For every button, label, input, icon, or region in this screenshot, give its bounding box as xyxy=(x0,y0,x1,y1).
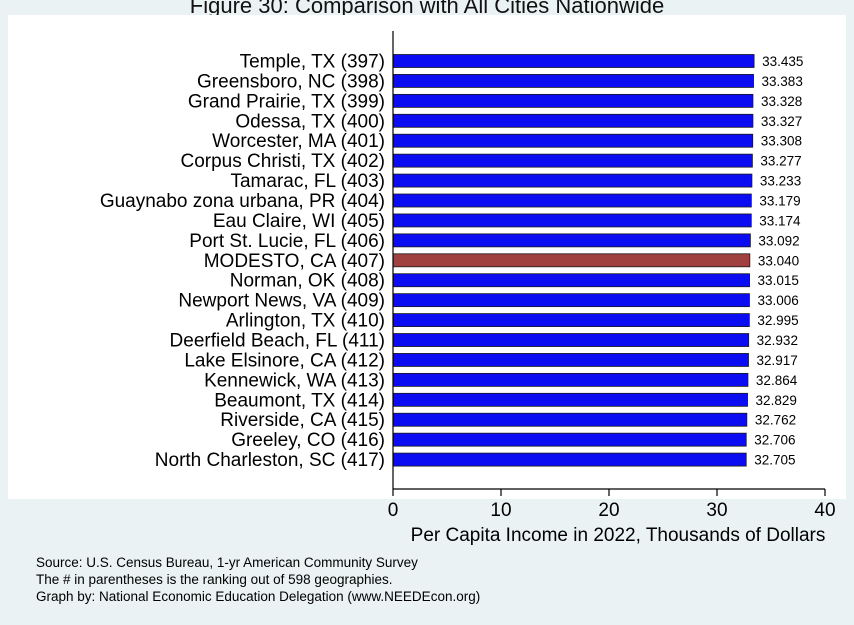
x-tick-label: 0 xyxy=(388,500,399,521)
category-label: Beaumont, TX (414) xyxy=(214,390,385,411)
x-tick-label: 10 xyxy=(490,500,511,521)
bar xyxy=(392,412,748,427)
category-label: Newport News, VA (409) xyxy=(178,291,385,312)
bar-value-label: 33.435 xyxy=(762,54,803,69)
bar-value-label: 32.864 xyxy=(756,373,798,388)
source-notes: Source: U.S. Census Bureau, 1-yr America… xyxy=(36,554,480,605)
bar xyxy=(392,153,753,168)
bar-value-label: 33.277 xyxy=(760,154,801,169)
bar xyxy=(392,333,750,347)
bar-value-label: 33.006 xyxy=(757,293,798,308)
category-label: MODESTO, CA (407) xyxy=(204,251,385,272)
bar-value-label: 33.383 xyxy=(762,74,803,89)
bar xyxy=(392,213,752,228)
bar xyxy=(392,372,749,387)
chart-title: Figure 30: Comparison with All Cities Na… xyxy=(189,0,665,18)
bar-value-label: 32.917 xyxy=(757,353,798,368)
bar xyxy=(392,113,754,128)
x-tick-label: 30 xyxy=(706,500,727,521)
bar-value-label: 32.829 xyxy=(756,393,797,408)
bar-value-label: 33.179 xyxy=(759,194,800,209)
category-label: Tamarac, FL (403) xyxy=(230,171,385,192)
bar xyxy=(392,173,753,188)
category-label: Norman, OK (408) xyxy=(230,271,385,292)
x-ticks-group: 0 10 20 30 40 xyxy=(388,489,836,521)
bar-value-label: 33.308 xyxy=(761,134,802,149)
bar-value-label: 32.705 xyxy=(754,453,795,468)
bar xyxy=(392,133,754,148)
bar xyxy=(392,313,750,327)
category-label: Temple, TX (397) xyxy=(240,52,385,73)
bar xyxy=(392,74,754,88)
bar-value-label: 33.092 xyxy=(758,233,799,248)
bar xyxy=(392,273,750,288)
bar xyxy=(392,452,747,467)
bar xyxy=(392,233,751,248)
bar-value-label: 33.040 xyxy=(758,253,799,268)
bar xyxy=(392,432,747,447)
category-label: Arlington, TX (410) xyxy=(226,311,385,332)
bar xyxy=(392,54,755,68)
x-axis-label: Per Capita Income in 2022, Thousands of … xyxy=(411,525,826,546)
category-label: Lake Elsinore, CA (412) xyxy=(184,350,385,371)
bar xyxy=(392,193,752,208)
bar-value-label: 33.233 xyxy=(760,174,801,189)
x-tick-label: 40 xyxy=(814,500,835,521)
bar xyxy=(392,293,750,308)
bar-value-label: 32.706 xyxy=(754,433,795,448)
value-labels-group: 33.435 33.383 33.328 33.327 33.308 33.277 33.2… xyxy=(754,54,803,468)
category-label: Greeley, CO (416) xyxy=(231,430,385,451)
category-label: Port St. Lucie, FL (406) xyxy=(189,231,385,252)
bar xyxy=(392,392,748,407)
bar-value-label: 33.327 xyxy=(761,114,802,129)
note-credit: Graph by: National Economic Education De… xyxy=(36,589,481,604)
note-ranking: The # in parentheses is the ranking out … xyxy=(36,572,393,587)
bar xyxy=(392,353,749,367)
category-label: Riverside, CA (415) xyxy=(220,410,385,431)
x-tick-label: 20 xyxy=(598,500,619,521)
bar-value-label: 32.995 xyxy=(757,313,798,328)
category-label: Grand Prairie, TX (399) xyxy=(188,91,385,112)
category-label: Kennewick, WA (413) xyxy=(204,370,385,391)
category-label: North Charleston, SC (417) xyxy=(155,450,385,471)
bar xyxy=(392,93,754,108)
bar-value-label: 32.762 xyxy=(755,413,796,428)
category-label: Guaynabo zona urbana, PR (404) xyxy=(100,191,385,212)
bar-value-label: 33.015 xyxy=(758,273,799,288)
bar-value-label: 33.174 xyxy=(759,213,801,228)
bar-value-label: 32.932 xyxy=(757,333,798,348)
bars-group xyxy=(392,54,755,467)
category-label: Eau Claire, WI (405) xyxy=(213,211,385,232)
note-source: Source: U.S. Census Bureau, 1-yr America… xyxy=(36,555,418,570)
category-label: Worcester, MA (401) xyxy=(212,131,385,152)
category-label: Corpus Christi, TX (402) xyxy=(181,151,386,172)
bar-chart: 33.435 33.383 33.328 33.327 33.308 33.277 33.2… xyxy=(8,15,846,546)
category-label: Greensboro, NC (398) xyxy=(197,71,385,92)
category-labels-group: Temple, TX (397)Greensboro, NC (398)Gran… xyxy=(100,52,385,472)
bar-value-label: 33.328 xyxy=(761,94,802,109)
category-label: Deerfield Beach, FL (411) xyxy=(170,331,385,352)
category-label: Odessa, TX (400) xyxy=(235,111,385,132)
bar-highlight xyxy=(392,253,751,268)
